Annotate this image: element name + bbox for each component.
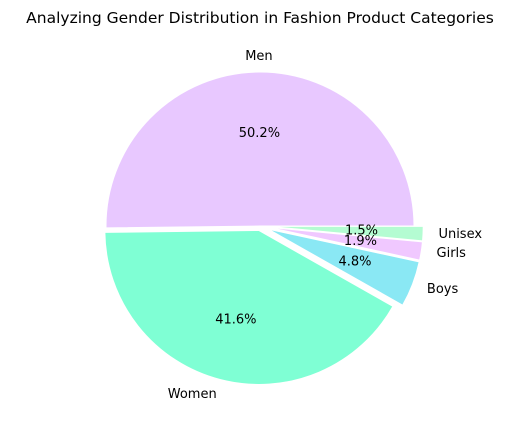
pie-labels: Men 50.2% Women 41.6% Boys 4.8% Girls 1.9% Unise…: [168, 49, 483, 402]
pie-percent-girls: 1.9%: [344, 234, 377, 249]
pie-slice-boys: [268, 228, 420, 306]
pie-slice-men: [105, 71, 415, 229]
pie-label-men: Men: [245, 49, 272, 64]
pie-slice-unisex: [269, 225, 424, 242]
pie-percent-unisex: 1.5%: [345, 223, 378, 238]
pie-label-girls: Girls: [437, 246, 467, 261]
pie-slice-girls: [269, 226, 423, 261]
pie-percent-men: 50.2%: [239, 126, 280, 141]
pie-percent-women: 41.6%: [215, 312, 256, 327]
chart-title: Analyzing Gender Distribution in Fashion…: [26, 9, 494, 27]
pie-label-boys: Boys: [427, 282, 459, 297]
pie-label-unisex: Unisex: [438, 227, 482, 242]
pie-percent-boys: 4.8%: [338, 255, 371, 270]
pie-label-women: Women: [168, 387, 217, 402]
pie-slices: [104, 71, 424, 385]
pie-slice-women: [104, 229, 394, 385]
